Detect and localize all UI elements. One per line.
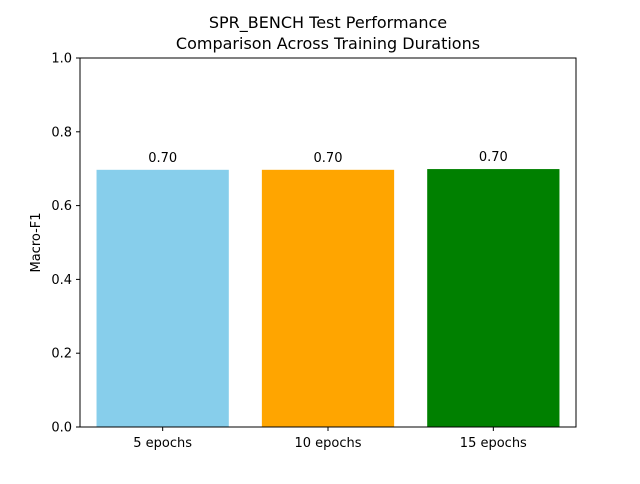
y-tick-label-5: 0.8 bbox=[51, 125, 72, 140]
x-tick-label-3: 15 epochs bbox=[460, 436, 527, 451]
bar-value-label-2: 0.70 bbox=[314, 151, 343, 166]
plot-frame bbox=[79, 57, 577, 428]
x-tick-label-2: 10 epochs bbox=[294, 436, 361, 451]
chart-title-line-1: SPR_BENCH Test Performance bbox=[209, 13, 447, 33]
chart-title-line-2: Comparison Across Training Durations bbox=[176, 34, 480, 53]
y-tick-label-3: 0.4 bbox=[51, 273, 72, 288]
bar-value-label-1: 0.70 bbox=[148, 151, 177, 166]
y-tick-label-6: 1.0 bbox=[51, 52, 72, 67]
y-tick-label-2: 0.2 bbox=[51, 347, 72, 362]
bar-2 bbox=[261, 169, 395, 427]
y-tick-label-1: 0.0 bbox=[51, 421, 72, 436]
y-tick-label-4: 0.6 bbox=[51, 199, 72, 214]
x-tick-label-1: 5 epochs bbox=[133, 436, 192, 451]
bar-value-label-3: 0.70 bbox=[479, 150, 508, 165]
y-axis-label: Macro-F1 bbox=[29, 212, 44, 272]
bar-1 bbox=[96, 169, 229, 427]
x-axis: 5 epochs 10 epochs 15 epochs bbox=[133, 427, 527, 451]
bars-group bbox=[96, 169, 560, 427]
bar-3 bbox=[427, 169, 560, 427]
data-labels-group: 0.70 0.70 0.70 bbox=[148, 150, 508, 166]
y-axis: 0.0 0.2 0.4 0.6 0.8 1.0 bbox=[51, 52, 80, 436]
